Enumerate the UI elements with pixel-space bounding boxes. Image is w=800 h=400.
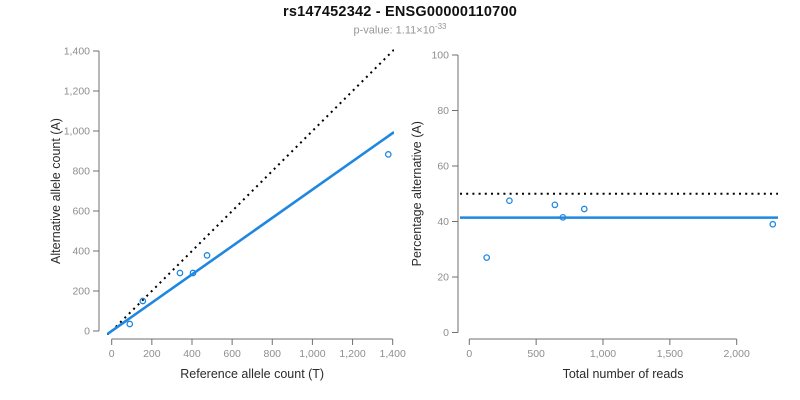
x-tick-label: 1,000 (299, 348, 325, 360)
y-tick-label: 20 (437, 272, 449, 284)
x-tick-label: 200 (143, 348, 161, 360)
allele-counts-plot: 0 200 400 600 800 1,000 1,200 1,400 0 200 400 600 80… (49, 46, 406, 382)
figure-title: rs147452342 - ENSG00000110700 (283, 4, 517, 20)
y-tick-label: 80 (437, 105, 449, 117)
x-tick-label: 2,000 (724, 348, 750, 360)
data-point (203, 252, 211, 259)
y-tick-label: 200 (72, 286, 90, 298)
x-tick-label: 500 (527, 348, 545, 360)
y-axis-title: Percentage alternative (A) (410, 121, 424, 266)
figure-subtitle: p-value: 1.11×10-33 (0, 22, 800, 37)
x-tick-label: 1,000 (590, 348, 616, 360)
x-tick-label: 0 (109, 348, 115, 360)
y-tick-label: 60 (437, 161, 449, 173)
y-tick-label: 40 (437, 216, 449, 228)
x-tick-label: 1,500 (657, 348, 683, 360)
x-axis-title: Total number of reads (563, 367, 684, 381)
x-tick-label: 1,200 (339, 348, 365, 360)
y-axis-title: Alternative allele count (A) (49, 118, 63, 264)
y-tick-label: 1,400 (64, 46, 90, 58)
data-point (189, 269, 197, 277)
y-tick-label: 1,200 (64, 86, 90, 98)
data-point (769, 220, 777, 228)
reference-line-dotted (107, 48, 394, 335)
data-point (139, 297, 147, 305)
figure-header: rs147452342 - ENSG00000110700 p-value: 1… (0, 0, 800, 37)
data-point (483, 254, 491, 261)
y-tick-label: 0 (84, 326, 90, 338)
y-tick-label: 100 (431, 50, 449, 62)
pvalue-text: p-value: 1.11×10 (353, 24, 435, 37)
y-tick-label: 800 (72, 166, 90, 178)
data-point (176, 269, 184, 277)
y-tick-label: 0 (443, 327, 449, 339)
x-tick-label: 1,400 (380, 348, 406, 360)
pvalue-exponent: -33 (434, 22, 447, 31)
fit-line-solid (107, 131, 394, 335)
data-point (551, 201, 559, 209)
data-point (126, 320, 134, 328)
x-axis-title: Reference allele count (T) (180, 367, 324, 381)
percentage-alternative-plot: 0 20 40 60 80 100 0 500 1,000 1,500 2,000 Total num… (410, 50, 778, 381)
data-point (559, 213, 567, 221)
y-tick-label: 600 (72, 206, 90, 218)
x-tick-label: 800 (264, 348, 282, 360)
y-tick-label: 400 (72, 246, 90, 258)
data-point (580, 205, 588, 213)
x-tick-label: 0 (466, 348, 472, 360)
y-tick-label: 1,000 (64, 126, 90, 138)
data-point (506, 197, 513, 205)
data-point (384, 151, 392, 158)
x-tick-label: 400 (183, 348, 201, 360)
x-tick-label: 600 (223, 348, 241, 360)
